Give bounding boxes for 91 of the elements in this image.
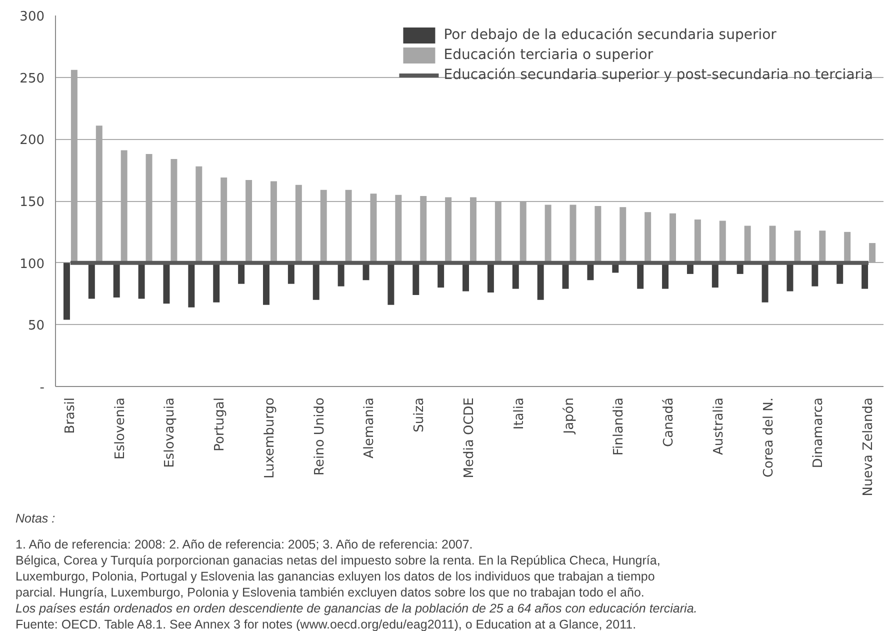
- y-tick-label: 200: [20, 133, 45, 148]
- x-tick-label: Canadá: [662, 398, 677, 447]
- bar: [637, 262, 644, 289]
- y-tick-label: -: [40, 380, 45, 396]
- bar: [662, 262, 669, 289]
- bar: [620, 207, 626, 263]
- bar: [96, 126, 102, 263]
- bar: [786, 262, 794, 292]
- x-tick-label: Japón: [562, 397, 577, 435]
- x-tick-label: Eslovaquia: [162, 398, 178, 468]
- text: Luxemburgo, Polonia, Portugal y Eslovenia las ganancias exluyen los datos de los individuos que trabajan a tiempo: [16, 570, 655, 584]
- bar: [263, 262, 270, 305]
- x-tick-label: Italia: [512, 397, 527, 430]
- y-tick-label: 250: [20, 71, 45, 86]
- bar: [113, 262, 120, 298]
- bar: [869, 243, 876, 263]
- bar: [163, 262, 170, 304]
- bar: [794, 230, 801, 263]
- x-tick-label: Dinamarca: [811, 397, 826, 468]
- bar: [320, 190, 327, 263]
- bar: [188, 262, 195, 308]
- bar: [270, 181, 277, 263]
- bar: [238, 262, 245, 284]
- bar: [537, 262, 544, 300]
- text: Notas :: [16, 512, 56, 526]
- bar: [570, 204, 576, 263]
- bar: [769, 226, 776, 263]
- x-tick-label: Nueva Zelanda: [861, 397, 876, 496]
- legend-label: Educación terciaria o superior: [444, 47, 654, 63]
- x-tick-label: Corea del N.: [761, 397, 776, 478]
- x-tick-label: Suiza: [412, 397, 428, 432]
- text: Los países están ordenados en orden descendiente de ganancias de la población de 25 a 64 años con educación terciaria.: [16, 602, 698, 616]
- x-tick-label: Alemania: [362, 397, 378, 458]
- bar: [420, 196, 427, 263]
- bar: [712, 262, 718, 288]
- bar: [744, 226, 751, 263]
- bar: [146, 154, 152, 263]
- bar: [370, 194, 377, 263]
- bar: [138, 262, 145, 299]
- legend-label: Educación secundaria superior y post-secundaria no terciaria: [444, 67, 873, 83]
- bar: [345, 190, 352, 263]
- text: 1. Año de referencia: 2008: 2. Año de referencia: 2005; 3. Año de referencia: 2007.: [16, 538, 473, 552]
- bar: [520, 201, 526, 263]
- bar: [694, 220, 701, 263]
- legend-label: Por debajo de la educación secundaria superior: [444, 27, 776, 43]
- bar: [170, 158, 178, 263]
- bar: [395, 194, 402, 263]
- bar: [862, 262, 868, 289]
- y-tick-label: 50: [28, 318, 45, 334]
- bar: [762, 262, 768, 302]
- bar: [88, 262, 95, 299]
- x-tick-label: Reino Unido: [312, 397, 328, 476]
- bar: [670, 213, 676, 263]
- bar: [819, 230, 826, 263]
- bar: [512, 262, 519, 289]
- bar: [63, 262, 70, 320]
- y-tick-label: 300: [20, 10, 45, 24]
- x-tick-label: Eslovenia: [112, 398, 128, 460]
- bar: [644, 212, 652, 263]
- x-tick-label: Luxemburgo: [262, 397, 278, 479]
- bar: [445, 197, 452, 263]
- text: parcial. Hungría, Luxemburgo, Polonia y Eslovenia también excluyen datos sobre los que no trabajan todo el año.: [16, 586, 644, 600]
- bar: [494, 201, 502, 263]
- y-tick-label: 100: [20, 256, 45, 272]
- bar: [338, 262, 344, 286]
- bar: [438, 262, 444, 288]
- x-tick-label: Finlandia: [612, 398, 627, 456]
- bar: [562, 262, 569, 289]
- source-note: Fuente: OECD. Table A8.1. See Annex 3 for notes (www.oecd.org/edu/eag2011), o Education at a Glance, 2011.: [16, 618, 636, 631]
- y-tick-label: 150: [20, 195, 45, 210]
- bar: [388, 262, 394, 305]
- bar: [719, 220, 726, 263]
- bar: [544, 204, 552, 263]
- bar: [844, 232, 851, 263]
- bar: [246, 180, 252, 263]
- bar: [412, 262, 420, 295]
- bar: [487, 262, 494, 293]
- bar: [594, 206, 602, 263]
- bar: [462, 262, 469, 292]
- x-tick-label: Australia: [711, 397, 726, 456]
- bar: [312, 262, 320, 300]
- x-tick-label: Brasil: [62, 397, 78, 434]
- bar: [220, 178, 228, 263]
- bar: [120, 150, 128, 263]
- bar: [196, 166, 202, 263]
- bar: [295, 184, 302, 263]
- x-tick-label: Portugal: [212, 397, 228, 452]
- bar: [470, 197, 476, 263]
- bar: [213, 262, 220, 302]
- text: Bélgica, Corea y Turquía porporcionan ganacias netas del impuesto sobre la renta. En la República Checa, Hungría,: [16, 554, 660, 568]
- x-tick-label: Media OCDE: [462, 397, 477, 478]
